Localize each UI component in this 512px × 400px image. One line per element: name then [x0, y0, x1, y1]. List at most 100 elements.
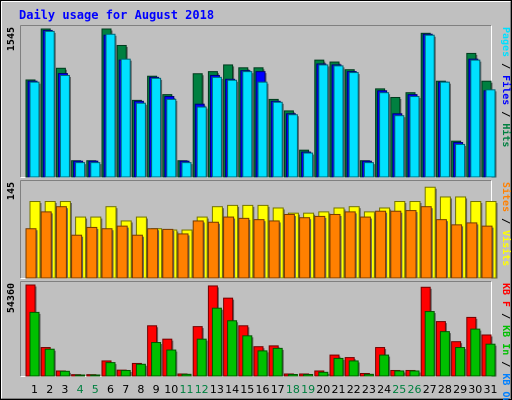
panel-hits_files_pages: 1545 Pages / Files / Hits	[6, 25, 512, 178]
bar-kb-in-day-3	[59, 370, 70, 377]
bar-sites-day-19	[299, 217, 311, 279]
bar-sites-day-26	[405, 210, 417, 279]
bar-pages-day-6	[105, 33, 116, 178]
bar-kb-in-day-6	[105, 362, 116, 377]
bar-kb-in-day-29	[455, 347, 466, 377]
panel-scale-label: 54360	[6, 283, 17, 313]
x-tick-label-day-26: 26	[408, 383, 422, 396]
bar-sites-day-16	[253, 219, 265, 279]
bar-kb-in-day-24	[379, 354, 390, 377]
bar-kb-in-day-2	[44, 348, 55, 377]
x-tick-label-day-8: 8	[137, 383, 144, 396]
x-tick-label-day-9: 9	[153, 383, 160, 396]
x-tick-label-day-29: 29	[453, 383, 467, 396]
chart-title: Daily usage for August 2018	[19, 8, 214, 22]
bar-kb-in-day-1	[29, 311, 40, 377]
bar-kb-in-day-25	[394, 370, 405, 377]
bar-sites-day-6	[101, 228, 113, 279]
bar-kb-in-day-4	[75, 374, 86, 377]
bar-pages-day-30	[470, 59, 481, 178]
bar-sites-day-31	[481, 225, 493, 279]
bar-pages-day-18	[287, 114, 298, 178]
legend-separator: /	[500, 355, 511, 373]
x-tick-label-day-3: 3	[61, 383, 68, 396]
x-tick-label-day-23: 23	[362, 383, 376, 396]
panel-legend: Sites / Visits	[500, 182, 512, 266]
legend-entry: Visits	[500, 230, 512, 266]
bar-sites-day-22	[344, 211, 356, 279]
bar-sites-day-27	[420, 206, 432, 279]
legend-separator: /	[500, 57, 511, 75]
bar-pages-day-23	[363, 162, 374, 178]
bar-kb-in-day-5	[90, 374, 101, 377]
bar-kb-in-day-8	[135, 363, 146, 377]
series-pages	[29, 30, 497, 178]
bar-sites-day-7	[116, 225, 128, 279]
bar-kb-in-day-26	[409, 370, 420, 377]
bar-pages-day-24	[379, 92, 390, 178]
bar-kb-in-day-23	[363, 373, 374, 377]
x-tick-label-day-19: 19	[301, 383, 315, 396]
bar-sites-day-12	[192, 220, 204, 279]
legend-separator: /	[500, 212, 511, 230]
x-tick-label-day-11: 11	[180, 383, 194, 396]
bar-pages-day-10	[166, 98, 177, 178]
panel-scale-label: 145	[6, 182, 17, 200]
bar-pages-day-9	[151, 77, 162, 178]
bar-kb-in-day-13	[211, 307, 222, 377]
bar-sites-day-13	[207, 221, 219, 279]
bar-sites-day-17	[268, 220, 280, 279]
bar-kb-in-day-30	[470, 328, 481, 377]
bar-sites-day-30	[466, 222, 478, 279]
bar-pages-day-22	[348, 72, 359, 178]
bar-kb-in-day-28	[439, 331, 450, 377]
legend-separator: /	[500, 105, 511, 123]
bar-kb-in-day-22	[348, 360, 359, 377]
bar-pages-day-7	[120, 58, 131, 178]
x-tick-label-day-15: 15	[240, 383, 254, 396]
bar-sites-day-28	[435, 219, 447, 279]
x-tick-label-day-5: 5	[92, 383, 99, 396]
bar-kb-in-day-16	[257, 350, 268, 377]
bar-pages-day-17	[272, 101, 283, 178]
x-tick-label-day-18: 18	[286, 383, 300, 396]
x-tick-label-day-31: 31	[484, 383, 498, 396]
legend-entry: Files	[500, 75, 512, 105]
bar-pages-day-2	[44, 30, 55, 178]
panel-legend: Pages / Files / Hits	[500, 27, 512, 147]
series-kb-in	[29, 307, 497, 377]
x-tick-label-day-25: 25	[392, 383, 406, 396]
bar-sites-day-14	[223, 216, 235, 279]
bar-sites-day-5	[86, 226, 98, 279]
bar-pages-day-3	[59, 74, 70, 178]
bar-kb-in-day-18	[287, 373, 298, 377]
bar-pages-day-8	[135, 102, 146, 178]
x-tick-label-day-30: 30	[468, 383, 482, 396]
x-tick-label-day-17: 17	[271, 383, 285, 396]
bar-kb-in-day-19	[303, 373, 314, 377]
bar-kb-in-day-31	[485, 343, 496, 377]
legend-entry: KB F	[500, 283, 511, 307]
x-tick-label-day-24: 24	[377, 383, 391, 396]
legend-entry: KB Out	[500, 373, 511, 400]
bar-sites-day-9	[147, 228, 159, 279]
bar-pages-day-1	[29, 81, 40, 178]
panel-kbytes: 54360 KB F / KB In / KB Out	[6, 281, 511, 400]
legend-entry: Pages	[500, 27, 511, 57]
x-tick-label-day-27: 27	[423, 383, 437, 396]
bar-sites-day-18	[283, 213, 295, 279]
x-axis-labels: 1 2 3 4 5 6 7 8 9 10 11 12 13 14 15 16 17 18 19 20 21 22 23 24 2…	[31, 383, 498, 396]
bar-sites-day-25	[390, 210, 402, 279]
bar-kb-in-day-12	[196, 338, 207, 377]
bar-sites-day-15	[238, 217, 250, 279]
series-sites	[25, 206, 494, 279]
x-tick-label-day-1: 1	[31, 383, 38, 396]
x-tick-label-day-7: 7	[122, 383, 129, 396]
x-tick-label-day-21: 21	[332, 383, 346, 396]
bar-pages-day-5	[90, 162, 101, 178]
bar-kb-in-day-27	[424, 311, 435, 377]
chart-panels: 1545 Pages / Files / Hits 145 Sites / Visit…	[6, 25, 512, 400]
bar-kb-in-day-9	[151, 342, 162, 377]
x-tick-label-day-12: 12	[195, 383, 209, 396]
bar-pages-day-14	[227, 79, 238, 178]
